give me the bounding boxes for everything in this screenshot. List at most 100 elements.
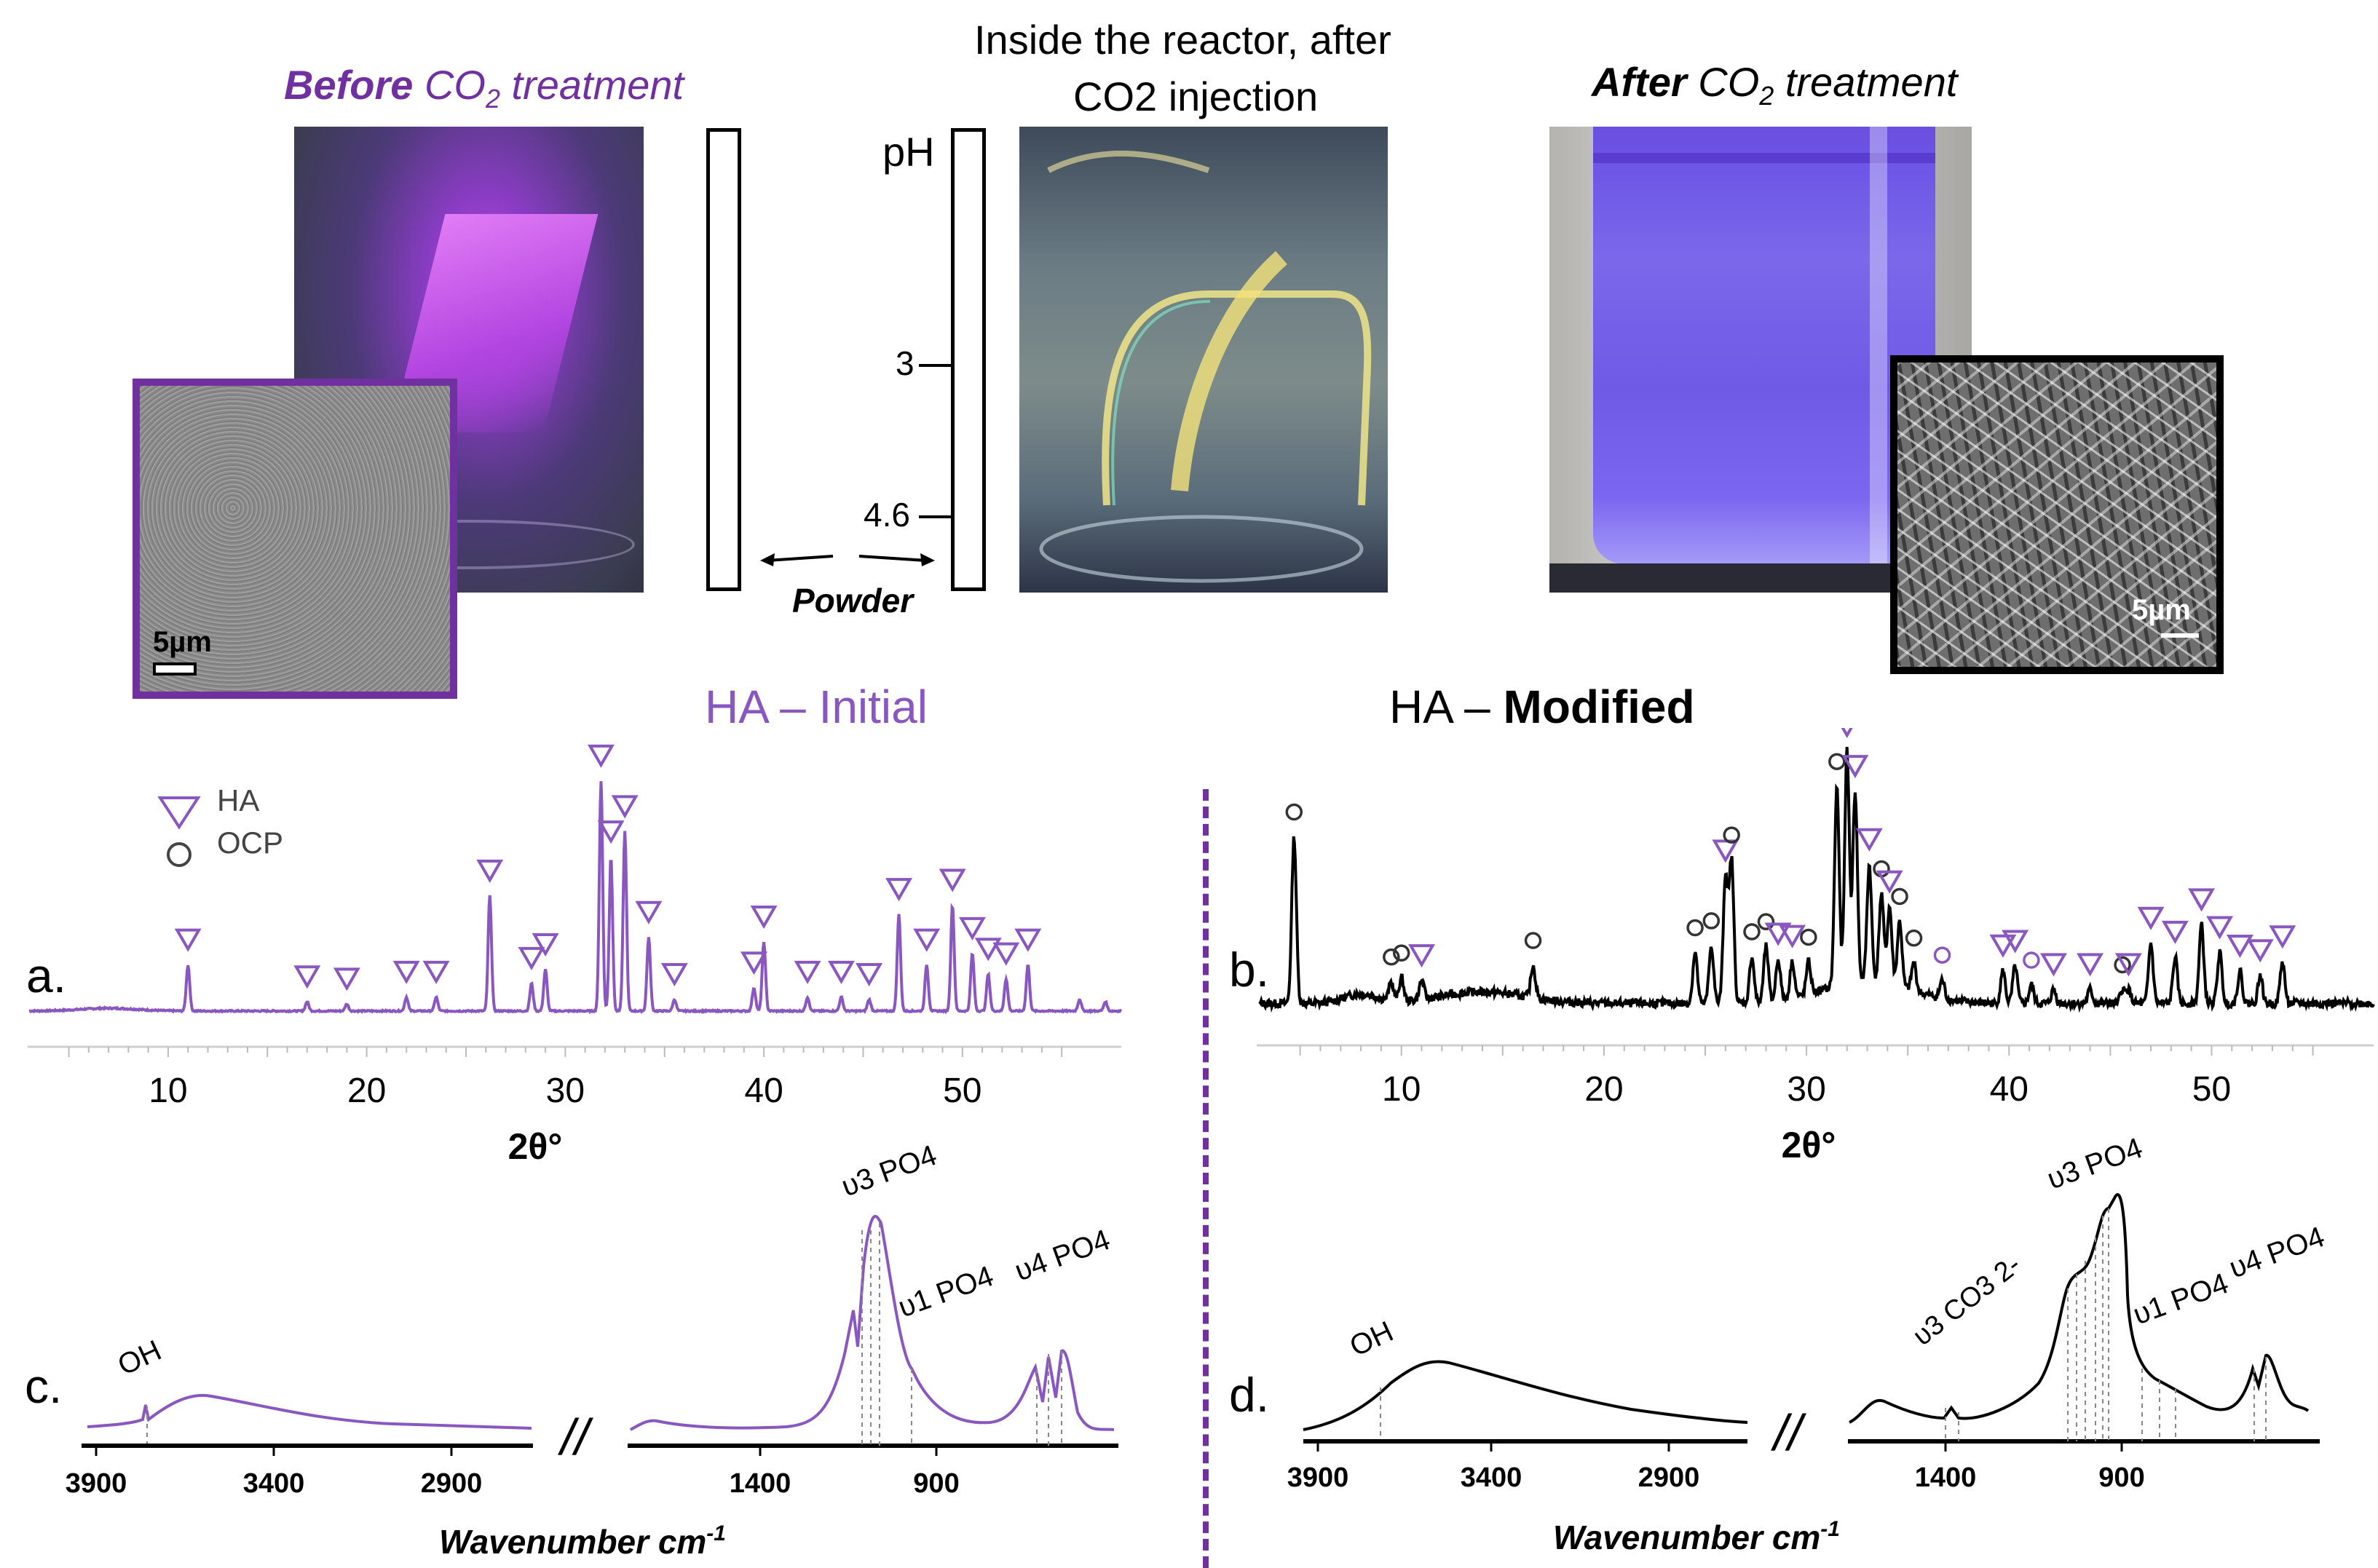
legend-triangle-icon: [157, 796, 201, 830]
ha-triangle-marker: [1876, 870, 1903, 894]
ocp-circle-marker: [1392, 944, 1410, 962]
ha-triangle-marker: [532, 933, 559, 957]
ph-label: pH: [882, 129, 935, 175]
tick-label: 1400: [730, 1468, 791, 1499]
ha-triangle-marker: [2137, 906, 2165, 930]
ha-triangle-marker: [2226, 934, 2253, 958]
ocp-circle-marker: [1891, 887, 1908, 906]
chart-title-modified: HA – Modified: [1389, 681, 1695, 733]
tick-label: 20: [1584, 1070, 1623, 1109]
inside-reactor-photo: [1019, 127, 1388, 593]
ha-triangle-marker: [1712, 839, 1739, 863]
ha-triangle-marker: [913, 928, 941, 952]
tick-label: 2900: [421, 1468, 483, 1499]
tick-label: 40: [1990, 1070, 2029, 1109]
legend-ocp: OCP: [217, 825, 283, 860]
x-axis-label-d: Wavenumber cm-1: [1553, 1517, 1840, 1556]
ha-triangle-marker: [827, 960, 855, 984]
tick-label: 1400: [1915, 1462, 1977, 1493]
ocp-circle-marker: [1743, 923, 1761, 941]
ftir-d-left-trace: [1303, 1360, 1748, 1431]
tick-label: 10: [149, 1072, 187, 1110]
ftir-label-v1-po4: υ1 PO4: [2129, 1267, 2232, 1331]
ocp-circle-marker: [1800, 928, 1817, 946]
ftir-label-oh: OH: [113, 1334, 166, 1382]
x-axis-label-a: 2θ°: [508, 1126, 563, 1167]
tick-label: 3900: [66, 1468, 127, 1499]
ha-triangle-marker: [660, 963, 688, 987]
ha-triangle-marker: [1779, 924, 1806, 949]
ftir-label-v4-po4: υ4 PO4: [2225, 1221, 2328, 1285]
ftir-chart-d: 3900 3400 2900 OH // 1400 900 υ3 CO3 2- …: [1287, 1136, 2328, 1556]
ha-triangle-marker: [2077, 953, 2104, 977]
xrd-chart-a: HA OCP 10 20 30 40 50 2θ°: [28, 744, 1123, 1167]
tick-label: 50: [943, 1072, 981, 1110]
ha-triangle-marker: [885, 878, 913, 902]
ftir-label-v3-po4: υ3 PO4: [2043, 1136, 2146, 1195]
ha-triangle-marker: [597, 820, 625, 844]
ocp-circle-marker: [1723, 826, 1740, 844]
panel-letter-b: b.: [1229, 943, 1270, 997]
ha-triangle-marker: [794, 960, 821, 984]
xrd-trace: [28, 781, 1123, 1015]
ftir-label-v3-po4: υ3 PO4: [837, 1139, 941, 1203]
reactor-caption-line2: CO2 injection: [1073, 74, 1319, 119]
ftir-d-right-trace: [1849, 1193, 2310, 1424]
scale-bar-label: 5µm: [153, 626, 212, 658]
tick-label: 2900: [1638, 1462, 1700, 1493]
ha-triangle-marker: [587, 744, 615, 768]
after-reactor-photo: [1549, 127, 1972, 593]
panel-letter-a: a.: [26, 949, 67, 1002]
tick-label: 3400: [243, 1468, 305, 1499]
panel-letter-c: c.: [25, 1359, 63, 1413]
x-axis-label-c: Wavenumber cm-1: [439, 1521, 726, 1561]
xrd-chart-b: 10 20 30 40 50 2θ°: [1257, 728, 2375, 1165]
tick-label: 900: [913, 1468, 959, 1499]
left-ph-bar: [706, 128, 741, 591]
powder-label: Powder: [792, 582, 914, 619]
ftir-chart-c: 3900 3400 2900 OH // 1400 900 υ3 PO4 υ1 …: [66, 1139, 1118, 1561]
reactor-caption-line1: Inside the reactor, after: [974, 17, 1391, 63]
right-ph-bar: [951, 128, 986, 591]
ha-triangle-marker: [2002, 930, 2029, 954]
ocp-circle-marker: [1383, 948, 1400, 966]
ha-triangle-marker: [333, 967, 360, 991]
ha-triangle-marker: [1855, 828, 1883, 852]
axis-break-symbol: //: [1771, 1404, 1806, 1461]
tick-label: 10: [1382, 1070, 1421, 1109]
ftir-d-guides: [1945, 1208, 2267, 1441]
ha-triangle-marker: [1408, 944, 1436, 968]
ftir-label-v1-po4: υ1 PO4: [894, 1260, 998, 1324]
tick-label: 50: [2192, 1070, 2231, 1109]
panel-letter-d: d.: [1229, 1368, 1270, 1422]
ha-triangle-marker: [1841, 728, 1853, 739]
ha-triangle-marker: [1764, 922, 1792, 946]
ha-triangle-marker: [974, 938, 1002, 962]
ha-triangle-marker: [476, 859, 504, 883]
tick-label: 3400: [1461, 1462, 1522, 1493]
ftir-c-left-trace: [87, 1393, 532, 1430]
ha-triangle-marker: [939, 868, 966, 892]
ha-triangle-marker: [958, 916, 986, 941]
after-caption: After CO2 treatment: [1592, 59, 1958, 111]
tick-label: 30: [1787, 1070, 1825, 1109]
ph-tick-3-line: [919, 364, 952, 367]
ha-triangle-marker: [2246, 939, 2274, 963]
tick-label: 3900: [1287, 1462, 1349, 1493]
double-arrow-icon: [760, 553, 935, 566]
ha-triangle-marker: [2161, 920, 2189, 944]
ha-triangle-marker: [1989, 934, 2017, 958]
ha-triangle-marker: [856, 963, 883, 987]
ha-triangle-marker: [2206, 916, 2234, 940]
ph-tick-4-6-line: [919, 515, 952, 518]
ha-triangle-marker: [611, 795, 639, 819]
ha-triangle-marker: [293, 965, 321, 989]
legend-ha: HA: [217, 783, 259, 817]
ocp-circle-marker: [2023, 951, 2040, 969]
ftir-label-v4-po4: υ4 PO4: [1011, 1224, 1114, 1288]
ocp-circle-marker: [1686, 919, 1704, 937]
ocp-circle-marker: [1933, 946, 1951, 964]
legend-circle-icon: [167, 842, 191, 867]
ha-triangle-marker: [392, 960, 420, 984]
ocp-circle-marker: [1524, 932, 1542, 949]
